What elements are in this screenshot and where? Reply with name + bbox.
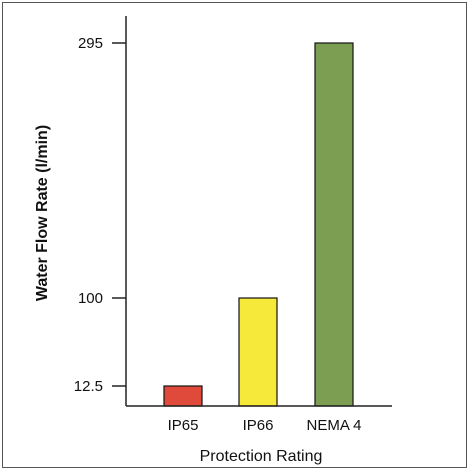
bars-group bbox=[163, 42, 354, 407]
x-ticks-group: IP65 IP66 NEMA 4 bbox=[168, 417, 362, 434]
x-tick-label: IP66 bbox=[243, 417, 274, 434]
y-tick-label: 100 bbox=[78, 290, 103, 307]
bar-nema-4 bbox=[314, 42, 354, 407]
y-tick-label: 12.5 bbox=[74, 378, 103, 395]
x-tick-label: NEMA 4 bbox=[306, 417, 361, 434]
y-tick-label: 295 bbox=[78, 35, 103, 52]
bar-ip65 bbox=[163, 385, 203, 407]
y-ticks-group: 12.5 100 295 bbox=[74, 35, 126, 395]
y-axis-label: Water Flow Rate (l/min) bbox=[34, 125, 51, 301]
x-axis-label: Protection Rating bbox=[200, 448, 323, 465]
x-tick-label: IP65 bbox=[168, 417, 199, 434]
bar-ip66 bbox=[238, 297, 278, 407]
chart-frame bbox=[2, 2, 467, 468]
